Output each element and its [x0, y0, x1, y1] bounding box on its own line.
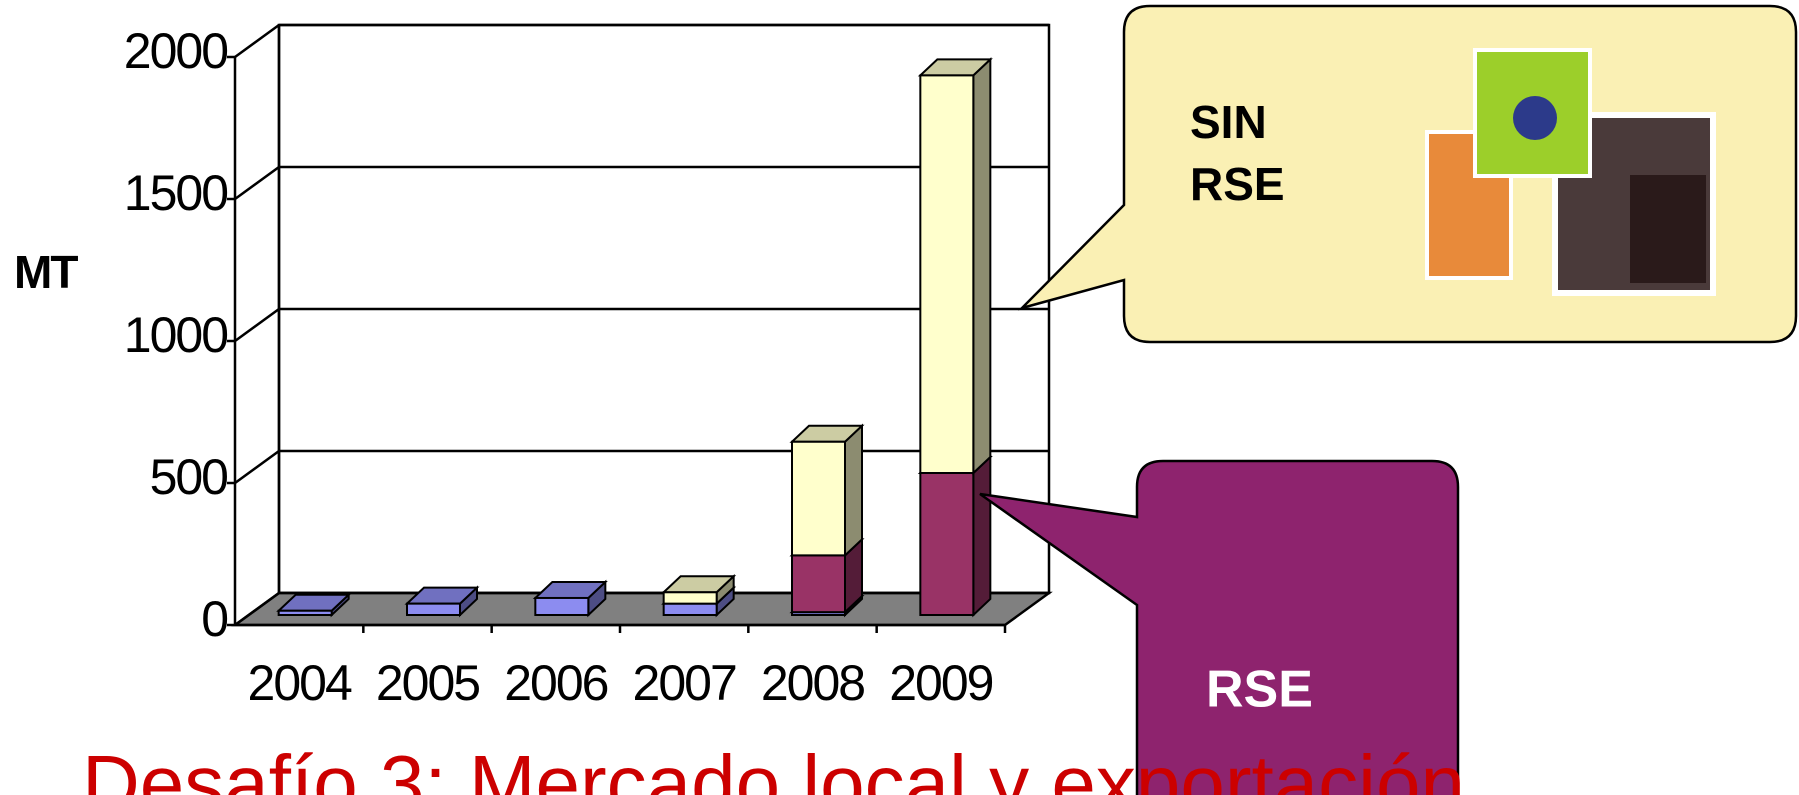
grid-line	[234, 449, 280, 485]
grid-line	[234, 165, 280, 201]
x-tick-label: 2007	[633, 655, 736, 711]
y-tick-label: 1000	[124, 307, 227, 363]
footer-title: Desafío 3: Mercado local y exportación	[82, 739, 1465, 795]
bar-segment	[791, 440, 846, 557]
y-tick-label: 0	[201, 591, 227, 647]
bar-side	[972, 57, 992, 476]
bar-segment	[919, 74, 975, 475]
callout-label: RSE	[1206, 661, 1313, 719]
grid-line	[234, 307, 280, 343]
grid-line	[234, 23, 280, 59]
bar-side	[844, 423, 863, 558]
y-tick-label: 2000	[124, 23, 227, 79]
bar-segment	[919, 472, 975, 616]
bar-segment	[277, 609, 333, 616]
bar-segment	[662, 602, 718, 617]
callout-label: SIN RSE	[1190, 96, 1285, 210]
x-tick-label: 2004	[248, 655, 352, 711]
x-tick-label: 2005	[376, 655, 479, 711]
y-tick-label: 500	[150, 449, 228, 505]
grid-line	[234, 591, 280, 627]
callout-rse	[979, 459, 1460, 795]
bar-segment	[662, 591, 718, 605]
bar-segment	[406, 602, 461, 617]
bar-segment	[534, 596, 590, 617]
x-tick-label: 2006	[504, 655, 607, 711]
product-images	[1425, 48, 1716, 296]
bar-segment	[791, 554, 846, 614]
y-tick-label: 1500	[124, 165, 227, 221]
x-tick-label: 2008	[761, 655, 864, 711]
bar-side	[972, 454, 992, 618]
y-axis-label: MT	[14, 246, 78, 298]
x-tick-label: 2009	[889, 655, 992, 711]
